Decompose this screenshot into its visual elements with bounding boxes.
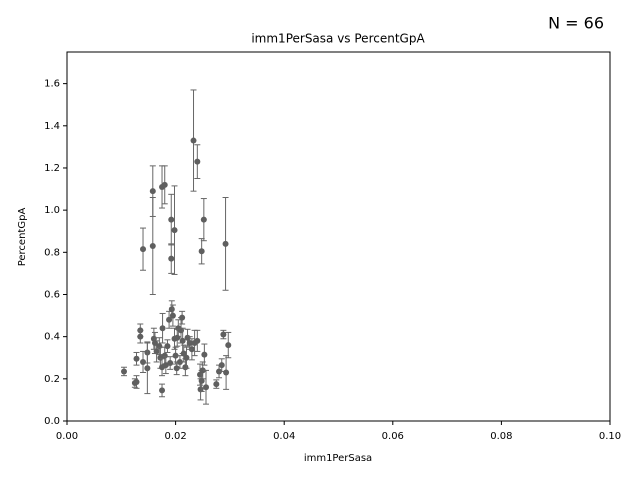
point — [166, 316, 173, 323]
point — [213, 381, 220, 388]
x-tick-label: 0.00 — [56, 431, 78, 442]
point — [164, 343, 171, 350]
point — [173, 365, 180, 372]
point — [222, 240, 229, 247]
point — [225, 342, 232, 349]
point — [121, 368, 128, 375]
point — [149, 242, 156, 249]
point — [159, 325, 166, 332]
point — [137, 333, 144, 340]
point — [223, 369, 230, 376]
y-tick-label: 0.4 — [44, 332, 60, 343]
x-tick-label: 0.06 — [382, 431, 404, 442]
point — [174, 334, 181, 341]
point — [168, 306, 175, 313]
point — [168, 216, 175, 223]
x-axis-label: imm1PerSasa — [304, 453, 372, 464]
point — [167, 360, 174, 367]
point — [151, 339, 158, 346]
x-tick-label: 0.10 — [599, 431, 621, 442]
point — [198, 248, 205, 255]
y-tick-label: 0.6 — [44, 289, 60, 300]
point — [194, 337, 201, 344]
point — [203, 384, 210, 391]
point — [133, 355, 140, 362]
point — [200, 216, 207, 223]
y-tick-label: 1.4 — [44, 121, 60, 132]
y-tick-label: 0.8 — [44, 247, 60, 258]
point — [168, 255, 175, 262]
y-tick-label: 1.0 — [44, 205, 60, 216]
point — [161, 352, 168, 359]
point — [182, 364, 189, 371]
point — [199, 367, 206, 374]
point — [183, 354, 190, 361]
point — [186, 339, 193, 346]
y-tick-label: 0.0 — [44, 416, 60, 427]
y-tick-label: 0.2 — [44, 374, 60, 385]
point — [179, 314, 186, 321]
point — [201, 351, 208, 358]
point — [190, 137, 197, 144]
point — [169, 312, 176, 319]
point — [133, 378, 140, 385]
y-axis-label: PercentGpA — [17, 208, 28, 267]
y-tick-label: 1.6 — [44, 79, 60, 90]
point — [198, 377, 205, 384]
point — [140, 246, 147, 253]
point — [144, 365, 151, 372]
x-tick-label: 0.08 — [490, 431, 512, 442]
plot-frame — [66, 51, 611, 422]
point — [149, 188, 156, 195]
point — [161, 181, 168, 188]
point — [140, 358, 147, 365]
x-tick-label: 0.04 — [273, 431, 295, 442]
point — [171, 227, 178, 234]
point — [176, 358, 183, 365]
chart-title: imm1PerSasa vs PercentGpA — [251, 32, 425, 46]
point — [194, 158, 201, 165]
point — [218, 362, 225, 369]
point — [220, 331, 227, 338]
point — [159, 387, 166, 394]
point — [172, 352, 179, 359]
point — [179, 337, 186, 344]
x-tick-label: 0.02 — [164, 431, 186, 442]
annotation: N = 66 — [548, 14, 604, 33]
y-tick-label: 1.2 — [44, 163, 60, 174]
